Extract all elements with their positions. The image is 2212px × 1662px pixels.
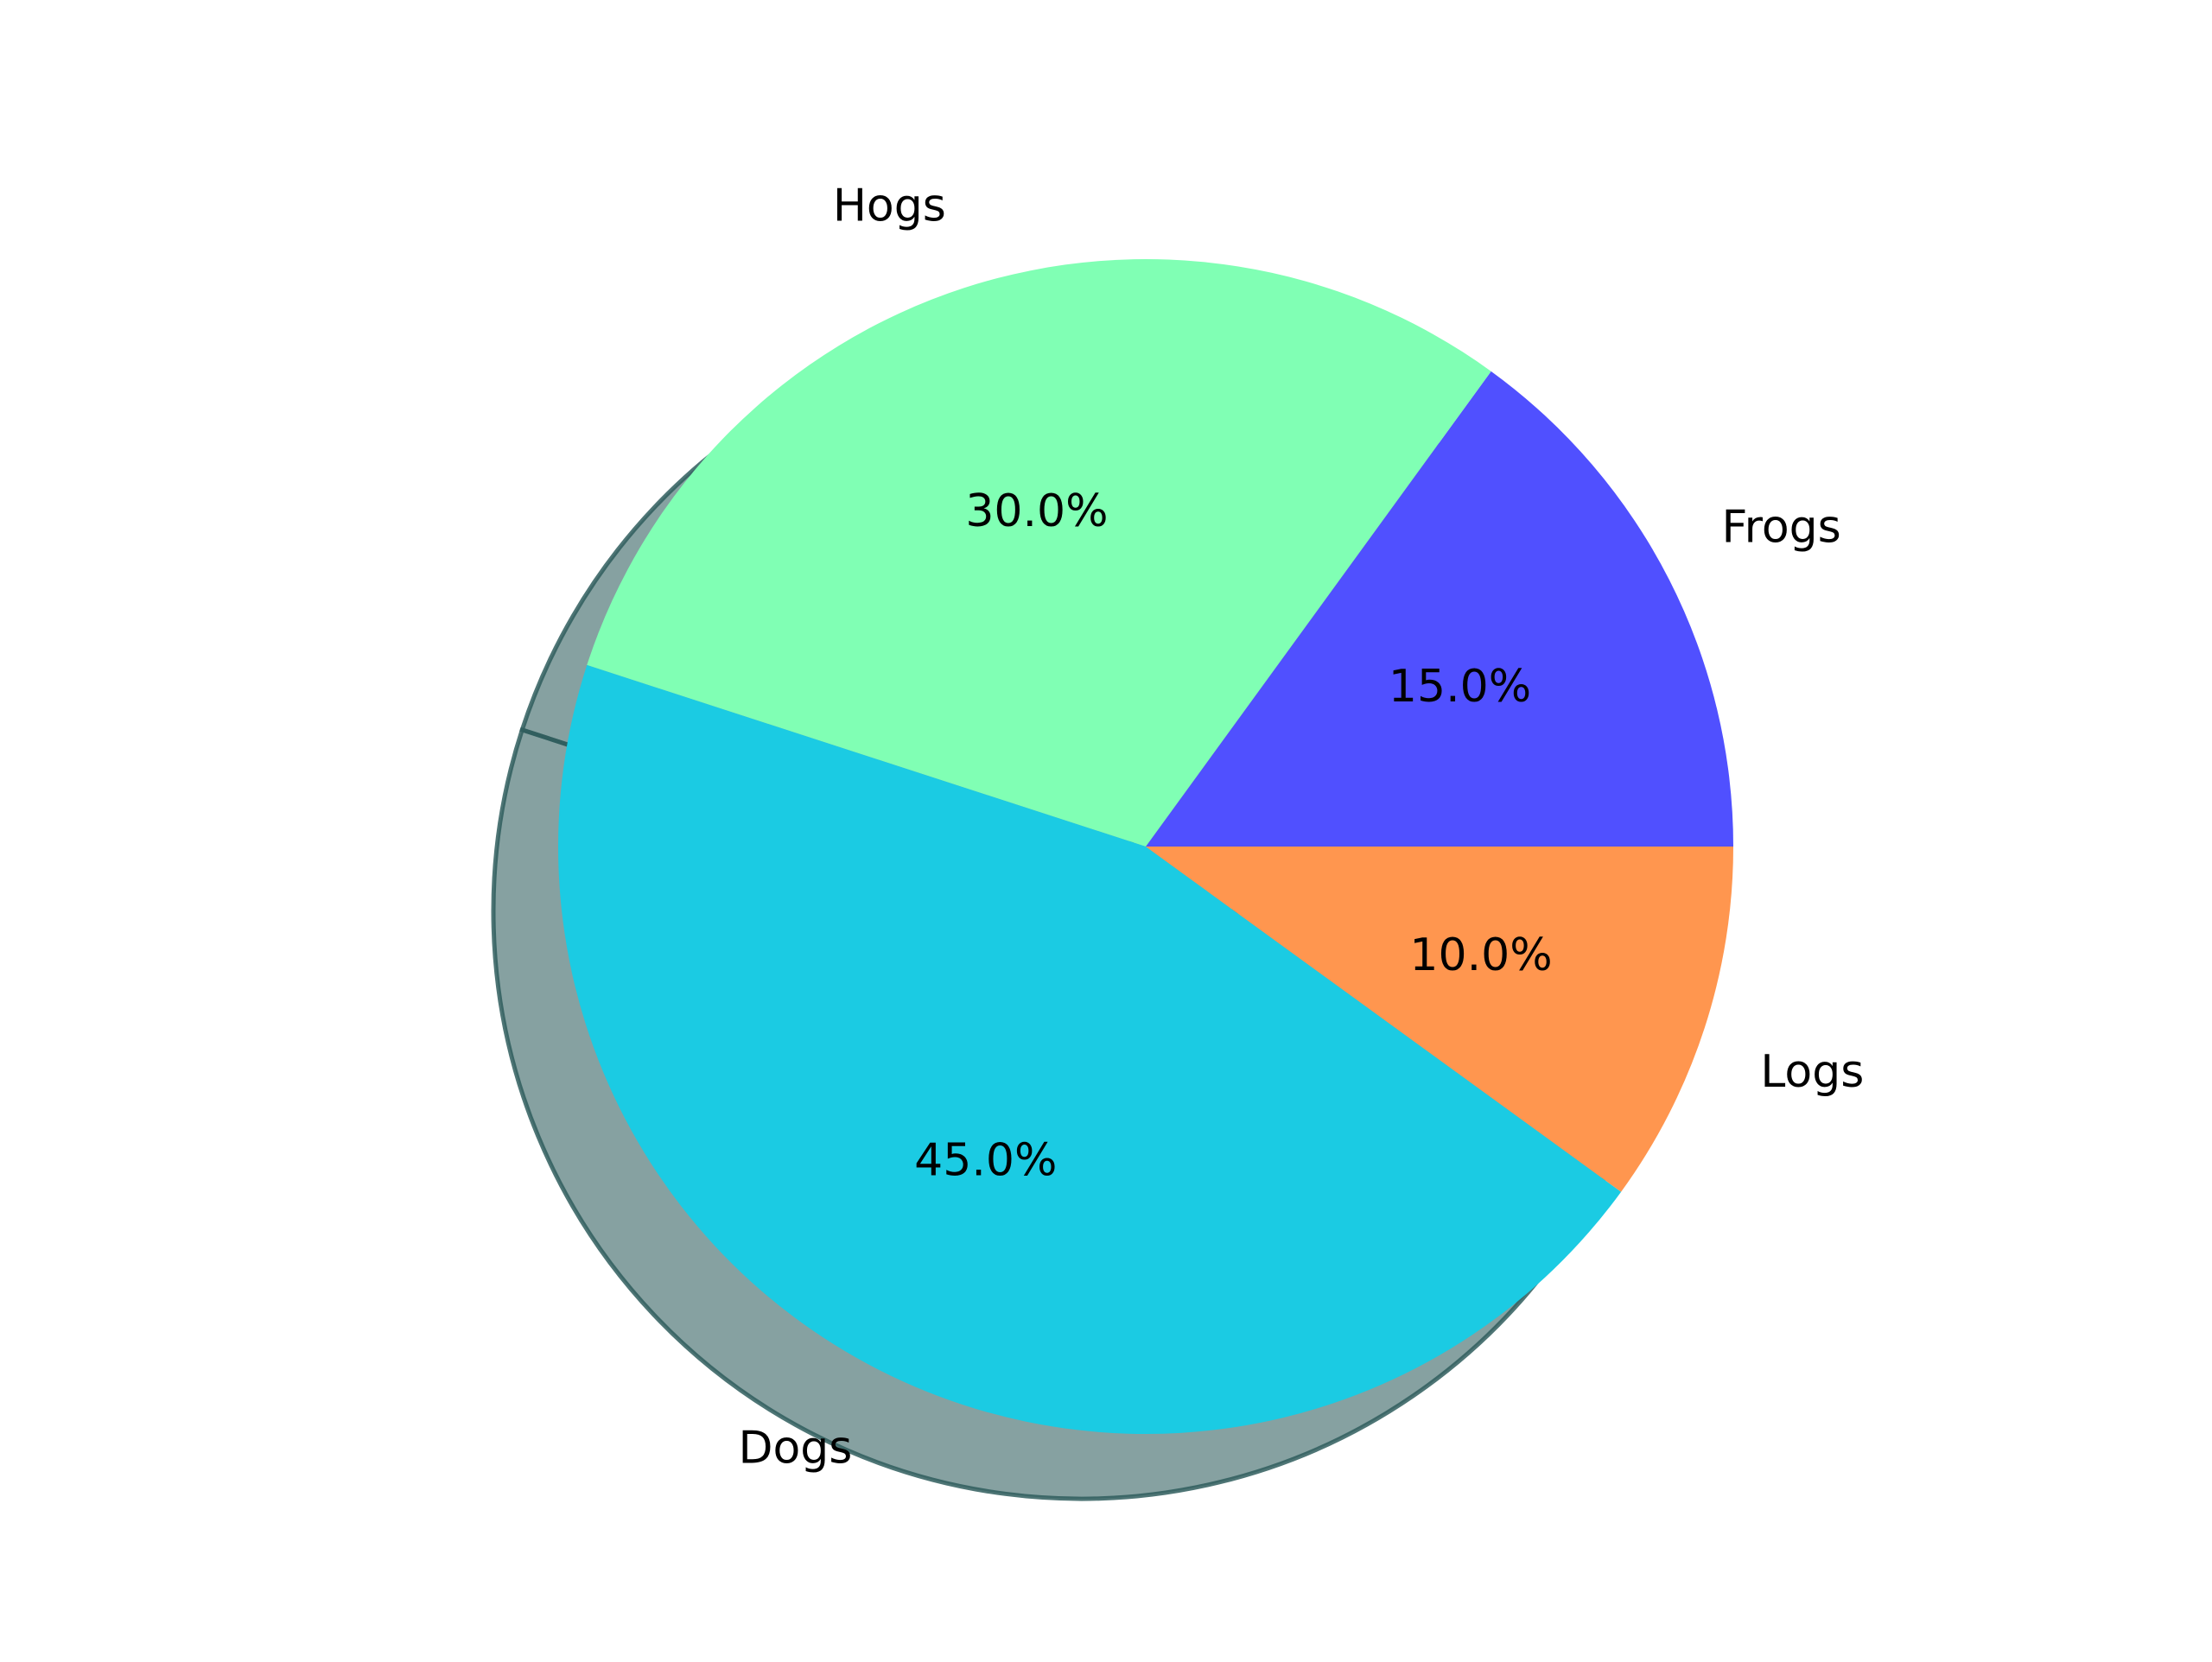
pie-label-logs: Logs (1760, 1046, 1864, 1098)
pie-slice-hogs (587, 259, 1491, 847)
pie-pct-label-hogs: 30.0% (965, 485, 1108, 537)
pie-slice-dogs (558, 664, 1622, 1434)
pie-pct-label-dogs: 45.0% (914, 1135, 1057, 1187)
pie-slice-logs (1146, 847, 1733, 1192)
pie-label-dogs: Dogs (738, 1422, 852, 1474)
pie-pct-label-logs: 10.0% (1409, 929, 1552, 981)
pie-label-frogs: Frogs (1721, 501, 1840, 553)
pie-pct-label-frogs: 15.0% (1389, 661, 1531, 713)
pie-label-layer: Frogs 15.0% Hogs 30.0% Dogs 45.0% Logs 10.0% (738, 181, 1864, 1475)
pie-label-hogs: Hogs (833, 181, 946, 232)
pie-slice-layer (558, 259, 1733, 1434)
pie-slice-frogs (1146, 371, 1733, 847)
